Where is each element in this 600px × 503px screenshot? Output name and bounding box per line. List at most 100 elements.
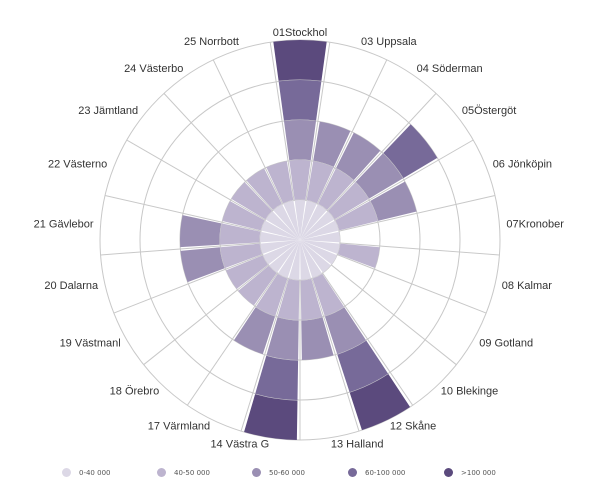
grid-spoke [337,254,487,314]
category-label: 08 Kalmar [502,280,552,292]
bar-segment-1 [294,199,306,240]
category-label: 22 Västerno [48,158,107,170]
bar-segment-20 [273,204,300,240]
grid-spoke [100,242,261,256]
legend-swatch [62,468,71,477]
bar-segment-10 [349,374,411,431]
bar-segment-10 [300,240,323,279]
category-label: 17 Värmland [148,421,210,433]
category-label: 06 Jönköpin [493,158,552,170]
grid-spoke [322,272,414,406]
bar-segment-13 [277,240,300,279]
bar-segment-1 [289,160,311,200]
legend: 0-40 000 40-50 000 50-60 000 60-100 000 … [0,462,600,486]
legend-swatch [252,468,261,477]
bar-segment-14 [238,265,277,306]
grid-spoke [305,42,331,201]
grid-spoke [316,59,388,205]
legend-item-40-50k[interactable]: 40-50 000 [157,468,210,477]
bar-segment-4 [300,211,335,240]
category-label: 01Stockhol [273,27,327,39]
bar-segment-3 [318,168,354,210]
grid-spoke [126,139,266,221]
bar-segment-2 [306,161,334,204]
bar-segment-10 [312,273,345,317]
bar-segment-20 [246,168,282,210]
grid-spoke [113,254,263,314]
bar-segment-17 [260,231,300,243]
bar-segment-12 [244,394,298,440]
legend-label: >100 000 [461,468,496,477]
grid-spoke [339,242,500,256]
grid-spoke [269,42,295,201]
bar-segment-12 [255,355,299,400]
category-label: 23 Jämtland [78,105,138,117]
bar-segment-2 [313,121,351,167]
category-label: 07Kronober [506,219,564,231]
bar-segment-4 [355,153,403,199]
category-label: 05Östergöt [462,105,516,117]
bar-segment-4 [328,182,369,220]
legend-item-0-40k[interactable]: 0-40 000 [62,468,110,477]
bar-segment-1 [273,40,327,81]
category-label: 12 Skåne [390,421,436,433]
bar-segment-16 [180,247,225,283]
bar-segment-12 [277,278,300,320]
bar-segment-21 [266,161,294,204]
category-label: 19 Västmanl [60,338,121,350]
grid-spoke [326,93,437,212]
bar-segment-15 [225,255,268,289]
grid-spoke [330,264,457,366]
bar-segment-6 [300,231,340,243]
category-label: 18 Örebro [110,386,160,398]
bar-segment-19 [231,182,272,220]
bar-segment-17 [220,223,261,245]
legend-label: 60-100 000 [365,468,406,477]
bar-segment-18 [261,220,300,240]
category-label: 04 Söderman [417,63,483,75]
bar-segment-13 [255,273,288,317]
grid-spoke [163,93,274,212]
bar-segment-2 [300,200,317,240]
category-label: 09 Gotland [479,338,533,350]
grid-spoke [186,272,278,406]
legend-swatch [444,468,453,477]
grid-spoke [338,195,496,232]
bar-segment-12 [288,240,300,280]
bar-segment-1 [278,79,322,121]
category-label: 21 Gävlebor [34,219,94,231]
category-label: 14 Västra G [210,439,269,451]
bar-segment-7 [300,240,340,255]
bar-segment-4 [383,124,438,179]
bar-segment-9 [300,240,331,273]
category-label: 03 Uppsala [361,36,418,48]
bar-segment-18 [222,201,265,231]
bar-segment-13 [233,307,276,355]
grid-spoke [311,278,360,432]
bar-segment-11 [301,317,334,360]
legend-item-50-60k[interactable]: 50-60 000 [252,468,305,477]
bar-segment-10 [337,340,389,393]
bar-segment-19 [265,211,300,240]
legend-label: 0-40 000 [79,468,111,477]
bar-segment-11 [300,278,323,320]
legend-swatch [348,468,357,477]
category-label: 24 Västerbo [124,63,183,75]
legend-swatch [157,468,166,477]
bar-segment-16 [220,243,263,269]
grid-spoke [143,264,270,366]
grid-spoke [334,139,474,221]
bar-segment-10 [324,307,367,355]
bar-segment-11 [300,240,312,280]
bar-segment-17 [180,215,222,248]
legend-item-60-100k[interactable]: 60-100 000 [348,468,405,477]
bar-segment-8 [300,240,338,265]
bar-segment-7 [337,243,380,269]
grid-spoke [104,195,262,232]
bar-segment-1 [283,120,317,161]
legend-label: 50-60 000 [269,468,305,477]
category-label: 25 Norrbott [184,36,239,48]
legend-item-100k-plus[interactable]: >100 000 [444,468,496,477]
bar-segment-12 [266,317,299,360]
bar-segment-5 [300,220,339,240]
